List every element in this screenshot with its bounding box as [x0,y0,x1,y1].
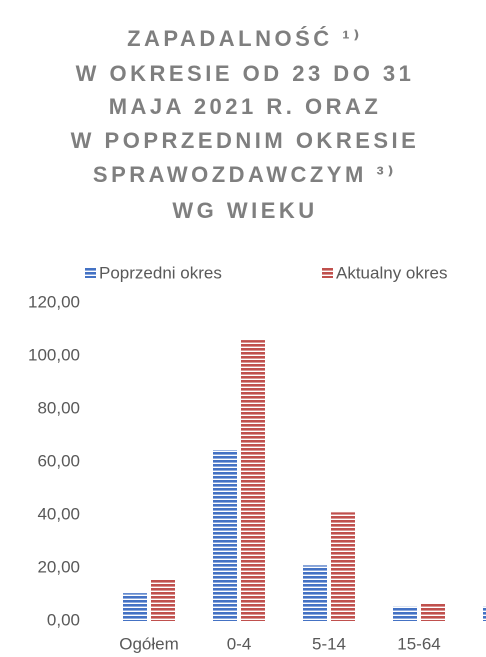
legend-label: Poprzedni okres [99,263,222,282]
x-tick-label: 0-4 [227,634,252,653]
x-tick-label: 5-14 [312,634,346,653]
bar [483,606,486,621]
bar [393,606,417,621]
x-tick-label: 15-64 [397,634,440,653]
y-tick-label: 60,00 [37,451,80,470]
chart-title: W POPRZEDNIM OKRESIE [71,128,420,153]
bar [151,579,175,621]
x-tick-label: Ogółem [119,634,179,653]
y-tick-label: 40,00 [37,504,80,523]
y-tick-label: 120,00 [28,292,80,311]
y-tick-label: 100,00 [28,345,80,364]
chart-title: SPRAWOZDAWCZYM ³⁾ [93,162,397,187]
bar [123,593,147,621]
bar [213,450,237,621]
legend-label: Aktualny okres [336,263,448,282]
bar [241,340,265,621]
bar [331,512,355,621]
y-tick-label: 20,00 [37,557,80,576]
chart-title: WG WIEKU [172,198,317,223]
bar [303,565,327,621]
chart-title: MAJA 2021 R. ORAZ [109,94,382,119]
y-tick-label: 80,00 [37,398,80,417]
chart-title: ZAPADALNOŚĆ ¹⁾ [127,26,363,51]
bar [421,603,445,621]
legend-swatch [322,267,333,278]
legend-swatch [85,267,96,278]
y-tick-label: 0,00 [47,610,80,629]
chart-title: W OKRESIE OD 23 DO 31 [76,61,415,86]
